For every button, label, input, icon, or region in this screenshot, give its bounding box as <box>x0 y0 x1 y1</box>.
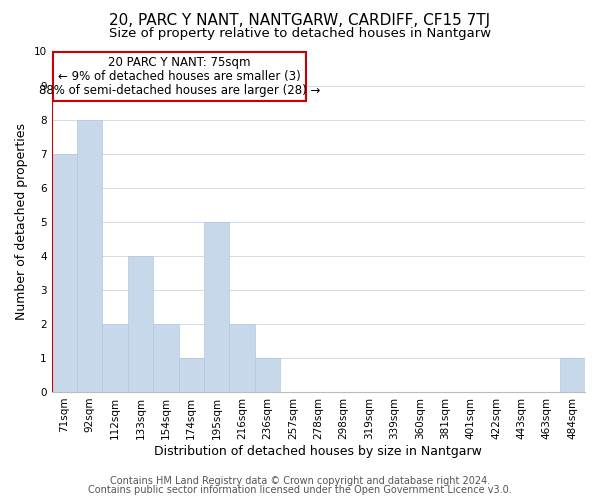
Text: 88% of semi-detached houses are larger (28) →: 88% of semi-detached houses are larger (… <box>38 84 320 96</box>
Bar <box>229 324 255 392</box>
X-axis label: Distribution of detached houses by size in Nantgarw: Distribution of detached houses by size … <box>154 444 482 458</box>
Text: Contains public sector information licensed under the Open Government Licence v3: Contains public sector information licen… <box>88 485 512 495</box>
Bar <box>179 358 204 392</box>
Text: 20, PARC Y NANT, NANTGARW, CARDIFF, CF15 7TJ: 20, PARC Y NANT, NANTGARW, CARDIFF, CF15… <box>109 12 491 28</box>
Bar <box>560 358 585 392</box>
Bar <box>153 324 179 392</box>
Bar <box>128 256 153 392</box>
FancyBboxPatch shape <box>53 52 305 101</box>
Y-axis label: Number of detached properties: Number of detached properties <box>15 123 28 320</box>
Bar <box>103 324 128 392</box>
Bar <box>77 120 103 392</box>
Text: ← 9% of detached houses are smaller (3): ← 9% of detached houses are smaller (3) <box>58 70 301 82</box>
Text: Contains HM Land Registry data © Crown copyright and database right 2024.: Contains HM Land Registry data © Crown c… <box>110 476 490 486</box>
Text: 20 PARC Y NANT: 75sqm: 20 PARC Y NANT: 75sqm <box>108 56 250 69</box>
Text: Size of property relative to detached houses in Nantgarw: Size of property relative to detached ho… <box>109 28 491 40</box>
Bar <box>255 358 280 392</box>
Bar <box>52 154 77 392</box>
Bar <box>204 222 229 392</box>
